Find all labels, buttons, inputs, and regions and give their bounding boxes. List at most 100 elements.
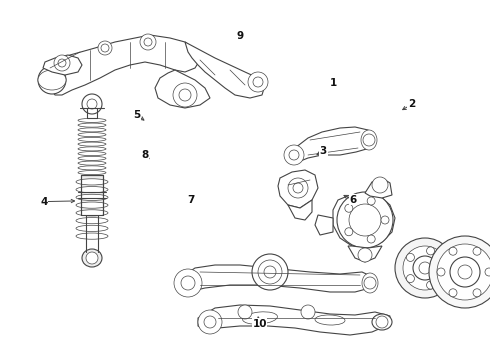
Polygon shape [333, 193, 395, 248]
Ellipse shape [78, 128, 106, 132]
Circle shape [439, 264, 447, 272]
Ellipse shape [362, 273, 378, 293]
Circle shape [258, 260, 282, 284]
Ellipse shape [82, 249, 102, 267]
Circle shape [372, 177, 388, 193]
Circle shape [101, 44, 109, 52]
Polygon shape [278, 170, 318, 208]
Circle shape [395, 238, 455, 298]
Ellipse shape [78, 147, 106, 151]
Circle shape [485, 268, 490, 276]
Circle shape [87, 99, 97, 109]
Circle shape [181, 276, 195, 290]
Circle shape [248, 72, 268, 92]
Ellipse shape [76, 202, 108, 208]
Polygon shape [198, 305, 390, 335]
Ellipse shape [76, 179, 108, 185]
Circle shape [376, 316, 388, 328]
Circle shape [437, 268, 445, 276]
Text: 5: 5 [134, 110, 141, 120]
Polygon shape [45, 35, 200, 95]
Circle shape [253, 77, 263, 87]
Circle shape [449, 247, 457, 255]
Ellipse shape [78, 166, 106, 170]
Circle shape [173, 83, 197, 107]
Circle shape [86, 252, 98, 264]
Circle shape [293, 183, 303, 193]
Circle shape [179, 89, 191, 101]
Circle shape [345, 204, 353, 212]
Circle shape [198, 310, 222, 334]
Ellipse shape [78, 132, 106, 137]
Text: 3: 3 [320, 146, 327, 156]
Circle shape [427, 281, 435, 289]
Circle shape [427, 247, 435, 255]
Polygon shape [290, 127, 375, 162]
Circle shape [301, 305, 315, 319]
Circle shape [349, 204, 381, 236]
Polygon shape [288, 200, 312, 220]
Ellipse shape [78, 156, 106, 161]
Circle shape [367, 197, 375, 205]
Polygon shape [348, 246, 382, 262]
Circle shape [419, 262, 431, 274]
Circle shape [204, 316, 216, 328]
Text: 8: 8 [141, 150, 148, 160]
Text: 7: 7 [187, 195, 195, 205]
Circle shape [363, 134, 375, 146]
Circle shape [252, 254, 288, 290]
Text: 2: 2 [408, 99, 415, 109]
Text: 10: 10 [252, 319, 267, 329]
Circle shape [450, 257, 480, 287]
Ellipse shape [78, 161, 106, 165]
Ellipse shape [38, 70, 66, 90]
Circle shape [284, 145, 304, 165]
Ellipse shape [76, 225, 108, 231]
Ellipse shape [372, 314, 392, 330]
Text: 9: 9 [237, 31, 244, 41]
Polygon shape [185, 42, 265, 98]
Circle shape [364, 277, 376, 289]
Text: 6: 6 [349, 195, 356, 205]
Polygon shape [315, 215, 333, 235]
Circle shape [406, 253, 415, 261]
Circle shape [345, 228, 353, 236]
Ellipse shape [361, 130, 377, 150]
Circle shape [38, 66, 66, 94]
Circle shape [403, 246, 447, 290]
Ellipse shape [76, 186, 108, 193]
Circle shape [429, 236, 490, 308]
Ellipse shape [78, 123, 106, 127]
Circle shape [381, 216, 389, 224]
Polygon shape [178, 265, 375, 292]
Text: 1: 1 [330, 78, 337, 88]
Circle shape [437, 244, 490, 300]
Ellipse shape [76, 210, 108, 216]
Circle shape [458, 265, 472, 279]
Ellipse shape [315, 315, 345, 325]
Circle shape [54, 55, 70, 71]
Circle shape [140, 34, 156, 50]
Circle shape [288, 178, 308, 198]
Polygon shape [43, 55, 82, 75]
Circle shape [58, 59, 66, 67]
Circle shape [473, 289, 481, 297]
FancyBboxPatch shape [81, 175, 103, 215]
Circle shape [473, 247, 481, 255]
Ellipse shape [76, 217, 108, 224]
Circle shape [44, 72, 60, 88]
Ellipse shape [78, 171, 106, 175]
Circle shape [337, 192, 393, 248]
Circle shape [449, 289, 457, 297]
Ellipse shape [78, 152, 106, 156]
Text: 4: 4 [40, 197, 48, 207]
Circle shape [264, 266, 276, 278]
Ellipse shape [78, 118, 106, 122]
Ellipse shape [78, 138, 106, 141]
Circle shape [358, 248, 372, 262]
Polygon shape [155, 70, 210, 108]
Circle shape [406, 275, 415, 283]
Ellipse shape [76, 194, 108, 201]
Polygon shape [365, 178, 392, 198]
Circle shape [413, 256, 437, 280]
